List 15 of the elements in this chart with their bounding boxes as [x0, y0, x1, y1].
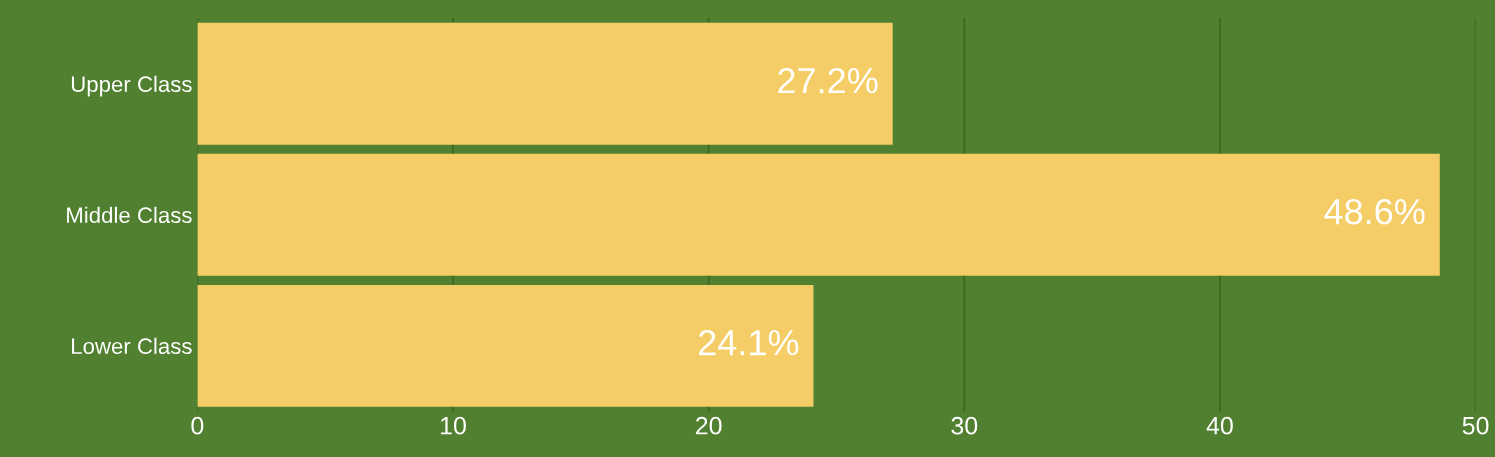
data-label: 48.6% — [1324, 198, 1425, 225]
data-label: 24.1% — [698, 329, 799, 356]
x-tick-label: 0 — [191, 416, 204, 435]
x-tick-label: 50 — [1462, 416, 1489, 435]
y-tick-label: Upper Class — [71, 75, 192, 97]
bar — [197, 153, 1440, 276]
y-tick-label: Middle Class — [67, 206, 192, 224]
x-tick-label: 20 — [695, 416, 722, 435]
bar — [197, 22, 893, 145]
x-tick-label: 40 — [1206, 416, 1233, 435]
data-label: 27.2% — [778, 67, 878, 94]
bar — [197, 284, 814, 407]
y-tick-label: Lower Class — [72, 337, 192, 355]
x-tick-label: 10 — [440, 416, 466, 435]
x-tick-label: 30 — [951, 416, 978, 435]
